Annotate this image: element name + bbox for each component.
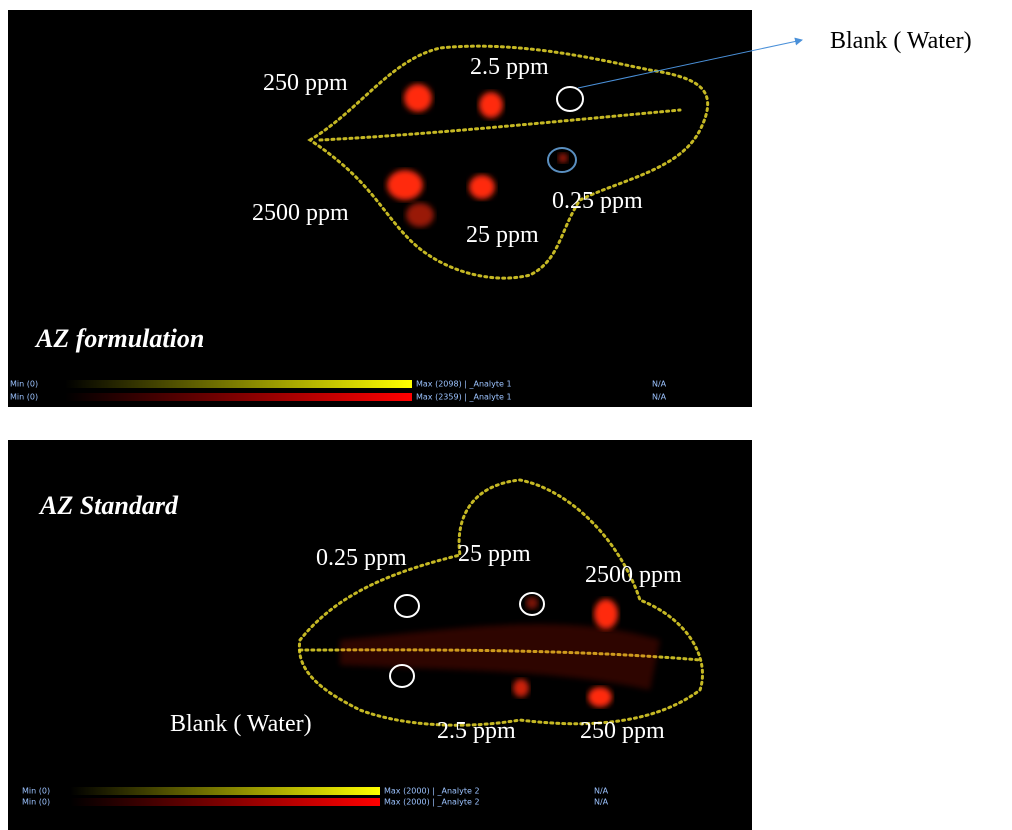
panel-title: AZ formulation — [34, 324, 204, 353]
spot — [404, 84, 432, 112]
label: 25 ppm — [466, 222, 539, 248]
colorbar-max: Max (2000) | _Analyte 2 — [384, 787, 480, 796]
colorbar-min: Min (0) — [10, 393, 38, 402]
label: 2.5 ppm — [437, 718, 516, 744]
label: 0.25 ppm — [552, 188, 643, 214]
spot — [558, 153, 568, 163]
spot — [406, 203, 434, 227]
figure: Blank ( Water) 250 ppm 2.5 ppm 2500 ppm … — [0, 0, 1012, 830]
spot — [469, 175, 495, 199]
colorbar — [70, 787, 380, 795]
spot — [594, 599, 618, 629]
colorbar-extra: N/A — [594, 798, 609, 807]
spot — [513, 679, 529, 697]
colorbar-min: Min (0) — [10, 380, 38, 389]
colorbar-min: Min (0) — [22, 787, 50, 796]
label: 25 ppm — [458, 541, 531, 567]
colorbar — [70, 798, 380, 806]
spot — [387, 170, 423, 200]
colorbar-extra: N/A — [652, 380, 667, 389]
colorbar-extra: N/A — [594, 787, 609, 796]
label: 250 ppm — [580, 718, 665, 744]
spot — [526, 597, 538, 609]
label: 0.25 ppm — [316, 545, 407, 571]
callout: Blank ( Water) — [830, 28, 972, 54]
colorbar-extra: N/A — [652, 393, 667, 402]
colorbar-min: Min (0) — [22, 798, 50, 807]
colorbar — [65, 380, 412, 388]
label: 2500 ppm — [585, 562, 682, 588]
colorbar — [65, 393, 412, 401]
panel-title: AZ Standard — [38, 491, 179, 520]
label: Blank ( Water) — [170, 711, 312, 737]
spot — [588, 687, 612, 707]
label: 250 ppm — [263, 70, 348, 96]
colorbar-max: Max (2098) | _Analyte 1 — [416, 380, 512, 389]
colorbar-max: Max (2359) | _Analyte 1 — [416, 393, 512, 402]
spot — [479, 92, 503, 118]
label: 2.5 ppm — [470, 54, 549, 80]
label: 2500 ppm — [252, 200, 349, 226]
colorbar-max: Max (2000) | _Analyte 2 — [384, 798, 480, 807]
